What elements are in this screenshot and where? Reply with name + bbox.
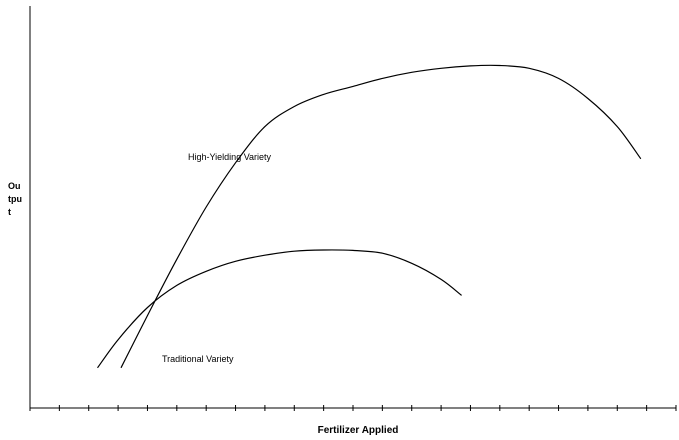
y-axis-label-line-3: t [8, 207, 11, 217]
x-axis-label: Fertilizer Applied [318, 425, 399, 436]
series-label-high-yielding: High-Yielding Variety [188, 152, 272, 162]
axes [29, 6, 677, 411]
series-line-traditional [97, 249, 462, 369]
series-line-high-yielding [120, 64, 642, 369]
series-label-traditional: Traditional Variety [162, 354, 234, 364]
y-axis-label-line-1: Ou [8, 181, 21, 191]
y-axis-label: Ou tpu t [8, 181, 22, 217]
x-axis-ticks [29, 405, 677, 411]
y-axis-label-line-2: tpu [8, 194, 22, 204]
series-layer [97, 64, 642, 369]
